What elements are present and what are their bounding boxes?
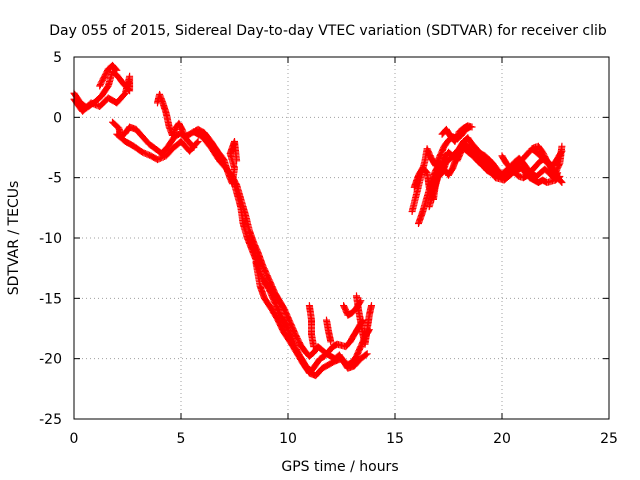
grid-lines xyxy=(74,57,609,419)
data-point-cluster xyxy=(438,122,476,145)
y-tick-label: -15 xyxy=(39,291,62,307)
data-point-cluster xyxy=(96,61,121,90)
data-point-cluster xyxy=(305,302,318,351)
data-point-cluster xyxy=(154,90,189,142)
x-tick-label: 5 xyxy=(177,431,186,447)
x-tick-label: 15 xyxy=(386,431,404,447)
data-point-cluster xyxy=(226,169,373,369)
y-tick-label: -20 xyxy=(39,352,62,368)
y-tick-label: 5 xyxy=(53,50,62,66)
y-tick-label: -25 xyxy=(39,412,62,428)
data-point-cluster xyxy=(190,128,367,375)
x-axis-label: GPS time / hours xyxy=(281,459,398,475)
data-points xyxy=(70,61,566,380)
y-tick-label: 0 xyxy=(53,110,62,126)
data-point-cluster xyxy=(340,297,365,319)
data-point-cluster xyxy=(528,145,566,170)
x-tick-label: 25 xyxy=(600,431,618,447)
y-tick-label: -10 xyxy=(39,231,62,247)
x-tick-label: 0 xyxy=(70,431,79,447)
chart-title: Day 055 of 2015, Sidereal Day-to-day VTE… xyxy=(49,23,607,39)
x-axis-ticks: 0 5 10 15 20 25 xyxy=(70,57,618,447)
y-axis-ticks: -25 -20 -15 -10 -5 0 5 xyxy=(39,50,609,428)
y-axis-label: SDTVAR / TECUs xyxy=(6,181,22,296)
data-point-cluster xyxy=(113,130,202,164)
x-tick-label: 20 xyxy=(493,431,511,447)
data-point-cluster xyxy=(323,316,335,346)
x-tick-label: 10 xyxy=(279,431,297,447)
data-point-cluster xyxy=(70,68,134,115)
y-tick-label: -5 xyxy=(48,171,62,187)
data-point-cluster xyxy=(252,258,371,380)
